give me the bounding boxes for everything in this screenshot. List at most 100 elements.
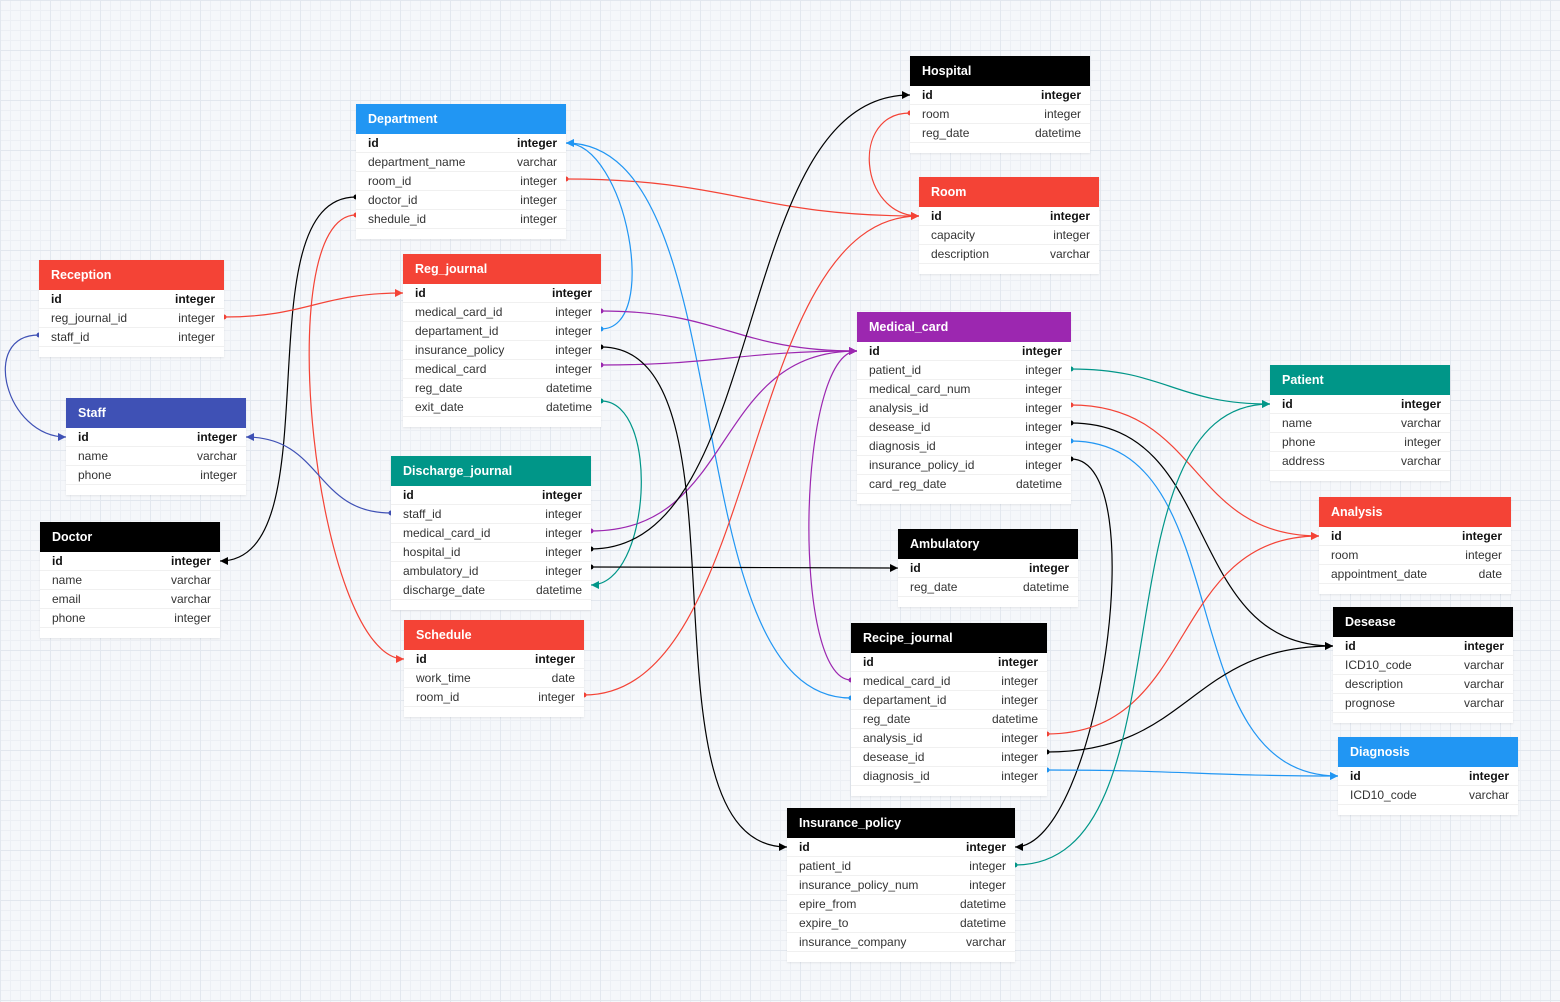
field-row[interactable]: exit_date datetime <box>403 398 601 417</box>
field-row[interactable]: id integer <box>787 838 1015 857</box>
field-row[interactable]: description varchar <box>1333 675 1513 694</box>
field-row[interactable]: staff_id integer <box>391 505 591 524</box>
field-row[interactable]: id integer <box>404 650 584 669</box>
table-title[interactable]: Discharge_journal <box>391 456 591 486</box>
field-row[interactable]: room integer <box>1319 546 1511 565</box>
field-row[interactable]: shedule_id integer <box>356 210 566 229</box>
table-title[interactable]: Schedule <box>404 620 584 650</box>
field-row[interactable]: staff_id integer <box>39 328 224 347</box>
field-row[interactable]: room_id integer <box>356 172 566 191</box>
table-title[interactable]: Department <box>356 104 566 134</box>
table-title[interactable]: Doctor <box>40 522 220 552</box>
field-row[interactable]: analysis_id integer <box>851 729 1047 748</box>
field-row[interactable]: medical_card_id integer <box>391 524 591 543</box>
table-diagnosis[interactable]: Diagnosis id integer ICD10_code varchar <box>1338 737 1518 815</box>
table-title[interactable]: Desease <box>1333 607 1513 637</box>
field-row[interactable]: reg_date datetime <box>898 578 1078 597</box>
field-row[interactable]: name varchar <box>40 571 220 590</box>
field-row[interactable]: appointment_date date <box>1319 565 1511 584</box>
field-row[interactable]: phone integer <box>1270 433 1450 452</box>
field-row[interactable]: insurance_policy_id integer <box>857 456 1071 475</box>
table-title[interactable]: Patient <box>1270 365 1450 395</box>
field-row[interactable]: departament_id integer <box>851 691 1047 710</box>
field-row[interactable]: address varchar <box>1270 452 1450 471</box>
table-title[interactable]: Analysis <box>1319 497 1511 527</box>
field-row[interactable]: id integer <box>1338 767 1518 786</box>
field-row[interactable]: insurance_policy_num integer <box>787 876 1015 895</box>
field-row[interactable]: prognose varchar <box>1333 694 1513 713</box>
field-row[interactable]: expire_to datetime <box>787 914 1015 933</box>
table-title[interactable]: Diagnosis <box>1338 737 1518 767</box>
field-row[interactable]: ambulatory_id integer <box>391 562 591 581</box>
field-row[interactable]: card_reg_date datetime <box>857 475 1071 494</box>
table-title[interactable]: Reg_journal <box>403 254 601 284</box>
field-row[interactable]: room_id integer <box>404 688 584 707</box>
table-ambulatory[interactable]: Ambulatory id integer reg_date datetime <box>898 529 1078 607</box>
field-row[interactable]: id integer <box>857 342 1071 361</box>
table-title[interactable]: Reception <box>39 260 224 290</box>
field-row[interactable]: medical_card_num integer <box>857 380 1071 399</box>
field-row[interactable]: patient_id integer <box>787 857 1015 876</box>
table-desease[interactable]: Desease id integer ICD10_code varchar descrip… <box>1333 607 1513 723</box>
table-analysis[interactable]: Analysis id integer room integer appointment_… <box>1319 497 1511 594</box>
table-patient[interactable]: Patient id integer name varchar phone integer a… <box>1270 365 1450 481</box>
table-reception[interactable]: Reception id integer reg_journal_id integer s… <box>39 260 224 357</box>
field-row[interactable]: id integer <box>1333 637 1513 656</box>
field-row[interactable]: medical_card_id integer <box>851 672 1047 691</box>
field-row[interactable]: id integer <box>851 653 1047 672</box>
field-row[interactable]: id integer <box>1319 527 1511 546</box>
field-row[interactable]: description varchar <box>919 245 1099 264</box>
field-row[interactable]: work_time date <box>404 669 584 688</box>
field-row[interactable]: diagnosis_id integer <box>857 437 1071 456</box>
table-medical-card[interactable]: Medical_card id integer patient_id integer me… <box>857 312 1071 504</box>
field-row[interactable]: reg_date datetime <box>403 379 601 398</box>
field-row[interactable]: doctor_id integer <box>356 191 566 210</box>
field-row[interactable]: discharge_date datetime <box>391 581 591 600</box>
field-row[interactable]: id integer <box>356 134 566 153</box>
field-row[interactable]: insurance_company varchar <box>787 933 1015 952</box>
field-row[interactable]: id integer <box>66 428 246 447</box>
field-row[interactable]: ICD10_code varchar <box>1333 656 1513 675</box>
field-row[interactable]: id integer <box>898 559 1078 578</box>
field-row[interactable]: reg_journal_id integer <box>39 309 224 328</box>
table-doctor[interactable]: Doctor id integer name varchar email varchar ph… <box>40 522 220 638</box>
field-row[interactable]: name varchar <box>1270 414 1450 433</box>
table-room[interactable]: Room id integer capacity integer description v… <box>919 177 1099 274</box>
table-title[interactable]: Ambulatory <box>898 529 1078 559</box>
field-row[interactable]: id integer <box>391 486 591 505</box>
table-recipe-journal[interactable]: Recipe_journal id integer medical_card_id in… <box>851 623 1047 796</box>
table-title[interactable]: Insurance_policy <box>787 808 1015 838</box>
field-row[interactable]: id integer <box>403 284 601 303</box>
field-row[interactable]: patient_id integer <box>857 361 1071 380</box>
field-row[interactable]: analysis_id integer <box>857 399 1071 418</box>
field-row[interactable]: insurance_policy integer <box>403 341 601 360</box>
field-row[interactable]: medical_card integer <box>403 360 601 379</box>
field-row[interactable]: phone integer <box>40 609 220 628</box>
table-reg-journal[interactable]: Reg_journal id integer medical_card_id integ… <box>403 254 601 427</box>
table-staff[interactable]: Staff id integer name varchar phone integer <box>66 398 246 495</box>
table-discharge-journal[interactable]: Discharge_journal id integer staff_id intege… <box>391 456 591 610</box>
field-row[interactable]: name varchar <box>66 447 246 466</box>
table-title[interactable]: Recipe_journal <box>851 623 1047 653</box>
field-row[interactable]: departament_id integer <box>403 322 601 341</box>
table-insurance-policy[interactable]: Insurance_policy id integer patient_id integ… <box>787 808 1015 962</box>
field-row[interactable]: id integer <box>919 207 1099 226</box>
field-row[interactable]: id integer <box>1270 395 1450 414</box>
table-department[interactable]: Department id integer department_name varcha… <box>356 104 566 239</box>
table-schedule[interactable]: Schedule id integer work_time date room_id int… <box>404 620 584 717</box>
field-row[interactable]: id integer <box>910 86 1090 105</box>
field-row[interactable]: id integer <box>40 552 220 571</box>
field-row[interactable]: desease_id integer <box>857 418 1071 437</box>
field-row[interactable]: desease_id integer <box>851 748 1047 767</box>
field-row[interactable]: medical_card_id integer <box>403 303 601 322</box>
field-row[interactable]: diagnosis_id integer <box>851 767 1047 786</box>
field-row[interactable]: department_name varchar <box>356 153 566 172</box>
table-title[interactable]: Hospital <box>910 56 1090 86</box>
field-row[interactable]: room integer <box>910 105 1090 124</box>
field-row[interactable]: email varchar <box>40 590 220 609</box>
table-title[interactable]: Staff <box>66 398 246 428</box>
field-row[interactable]: reg_date datetime <box>851 710 1047 729</box>
field-row[interactable]: id integer <box>39 290 224 309</box>
field-row[interactable]: capacity integer <box>919 226 1099 245</box>
field-row[interactable]: ICD10_code varchar <box>1338 786 1518 805</box>
